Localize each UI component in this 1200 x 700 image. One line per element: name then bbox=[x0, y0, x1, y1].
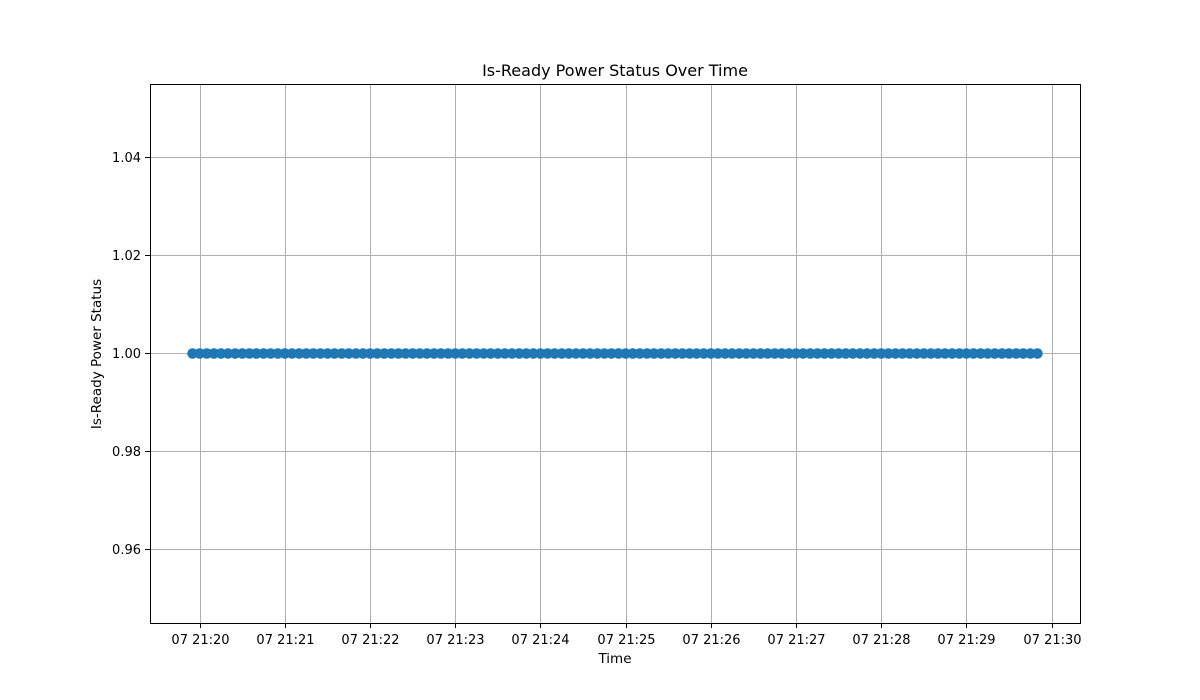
data-point bbox=[1032, 348, 1043, 359]
x-tick-label: 07 21:22 bbox=[341, 633, 399, 648]
plot-frame bbox=[150, 84, 1081, 624]
y-axis-label: Is-Ready Power Status bbox=[89, 279, 105, 429]
x-tick-label: 07 21:30 bbox=[1023, 633, 1081, 648]
tick-layer: 07 21:20 07 21:21 07 21:22 07 21:23 07 21:24… bbox=[112, 151, 1082, 648]
x-tick-label: 07 21:28 bbox=[852, 633, 910, 648]
y-tick-label: 1.02 bbox=[112, 249, 141, 264]
x-tick-label: 07 21:29 bbox=[937, 633, 995, 648]
chart-title: Is-Ready Power Status Over Time bbox=[482, 61, 748, 80]
series-layer bbox=[187, 348, 1043, 359]
y-tick-label: 0.96 bbox=[112, 543, 141, 558]
x-tick-label: 07 21:27 bbox=[767, 633, 825, 648]
x-tick-label: 07 21:26 bbox=[682, 633, 740, 648]
x-tick-label: 07 21:25 bbox=[597, 633, 655, 648]
y-tick-label: 1.00 bbox=[112, 347, 141, 362]
x-tick-label: 07 21:23 bbox=[426, 633, 484, 648]
y-tick-label: 1.04 bbox=[112, 151, 141, 166]
x-axis-label: Time bbox=[597, 651, 631, 667]
y-tick-label: 0.98 bbox=[112, 445, 141, 460]
x-tick-label: 07 21:20 bbox=[171, 633, 229, 648]
x-tick-label: 07 21:24 bbox=[511, 633, 569, 648]
x-tick-label: 07 21:21 bbox=[256, 633, 314, 648]
